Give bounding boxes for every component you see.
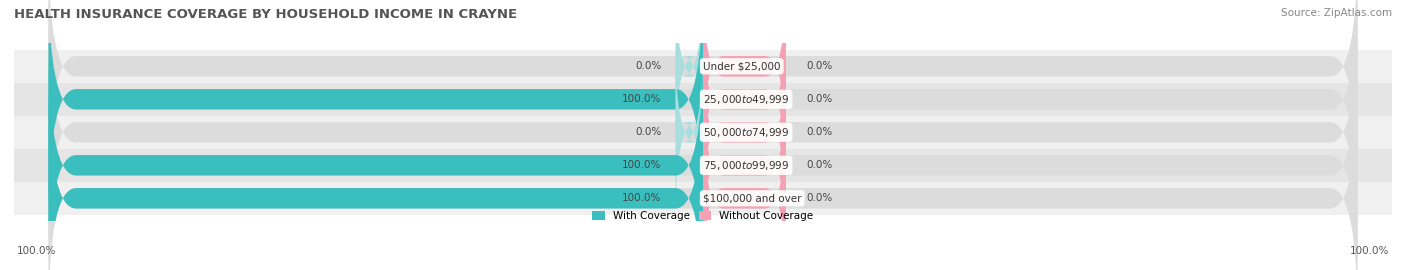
Text: $100,000 and over: $100,000 and over [703,193,801,203]
Text: 100.0%: 100.0% [623,160,662,170]
FancyBboxPatch shape [48,0,1358,188]
Text: Source: ZipAtlas.com: Source: ZipAtlas.com [1281,8,1392,18]
Text: 100.0%: 100.0% [623,193,662,203]
Text: 100.0%: 100.0% [623,94,662,104]
Text: 0.0%: 0.0% [807,127,832,137]
Text: $75,000 to $99,999: $75,000 to $99,999 [703,159,789,172]
FancyBboxPatch shape [703,110,786,270]
Bar [14,83,1392,116]
Text: 0.0%: 0.0% [807,193,832,203]
FancyBboxPatch shape [48,0,1358,221]
Bar [14,116,1392,149]
Text: 0.0%: 0.0% [807,160,832,170]
Text: HEALTH INSURANCE COVERAGE BY HOUSEHOLD INCOME IN CRAYNE: HEALTH INSURANCE COVERAGE BY HOUSEHOLD I… [14,8,517,21]
Text: $50,000 to $74,999: $50,000 to $74,999 [703,126,789,139]
Bar [14,149,1392,182]
FancyBboxPatch shape [48,0,703,221]
Bar [14,182,1392,215]
FancyBboxPatch shape [48,11,1358,254]
FancyBboxPatch shape [48,76,703,270]
Text: 0.0%: 0.0% [807,94,832,104]
FancyBboxPatch shape [48,76,1358,270]
Text: 0.0%: 0.0% [807,61,832,71]
Bar [14,50,1392,83]
FancyBboxPatch shape [48,43,703,270]
Text: $25,000 to $49,999: $25,000 to $49,999 [703,93,789,106]
FancyBboxPatch shape [703,76,786,254]
FancyBboxPatch shape [48,43,1358,270]
Text: 0.0%: 0.0% [636,61,662,71]
Legend: With Coverage, Without Coverage: With Coverage, Without Coverage [588,207,818,225]
Text: 100.0%: 100.0% [1350,247,1389,256]
FancyBboxPatch shape [675,43,703,221]
FancyBboxPatch shape [675,0,703,155]
Text: 0.0%: 0.0% [636,127,662,137]
Text: 100.0%: 100.0% [17,247,56,256]
FancyBboxPatch shape [703,11,786,188]
FancyBboxPatch shape [703,43,786,221]
Text: Under $25,000: Under $25,000 [703,61,780,71]
FancyBboxPatch shape [703,0,786,155]
